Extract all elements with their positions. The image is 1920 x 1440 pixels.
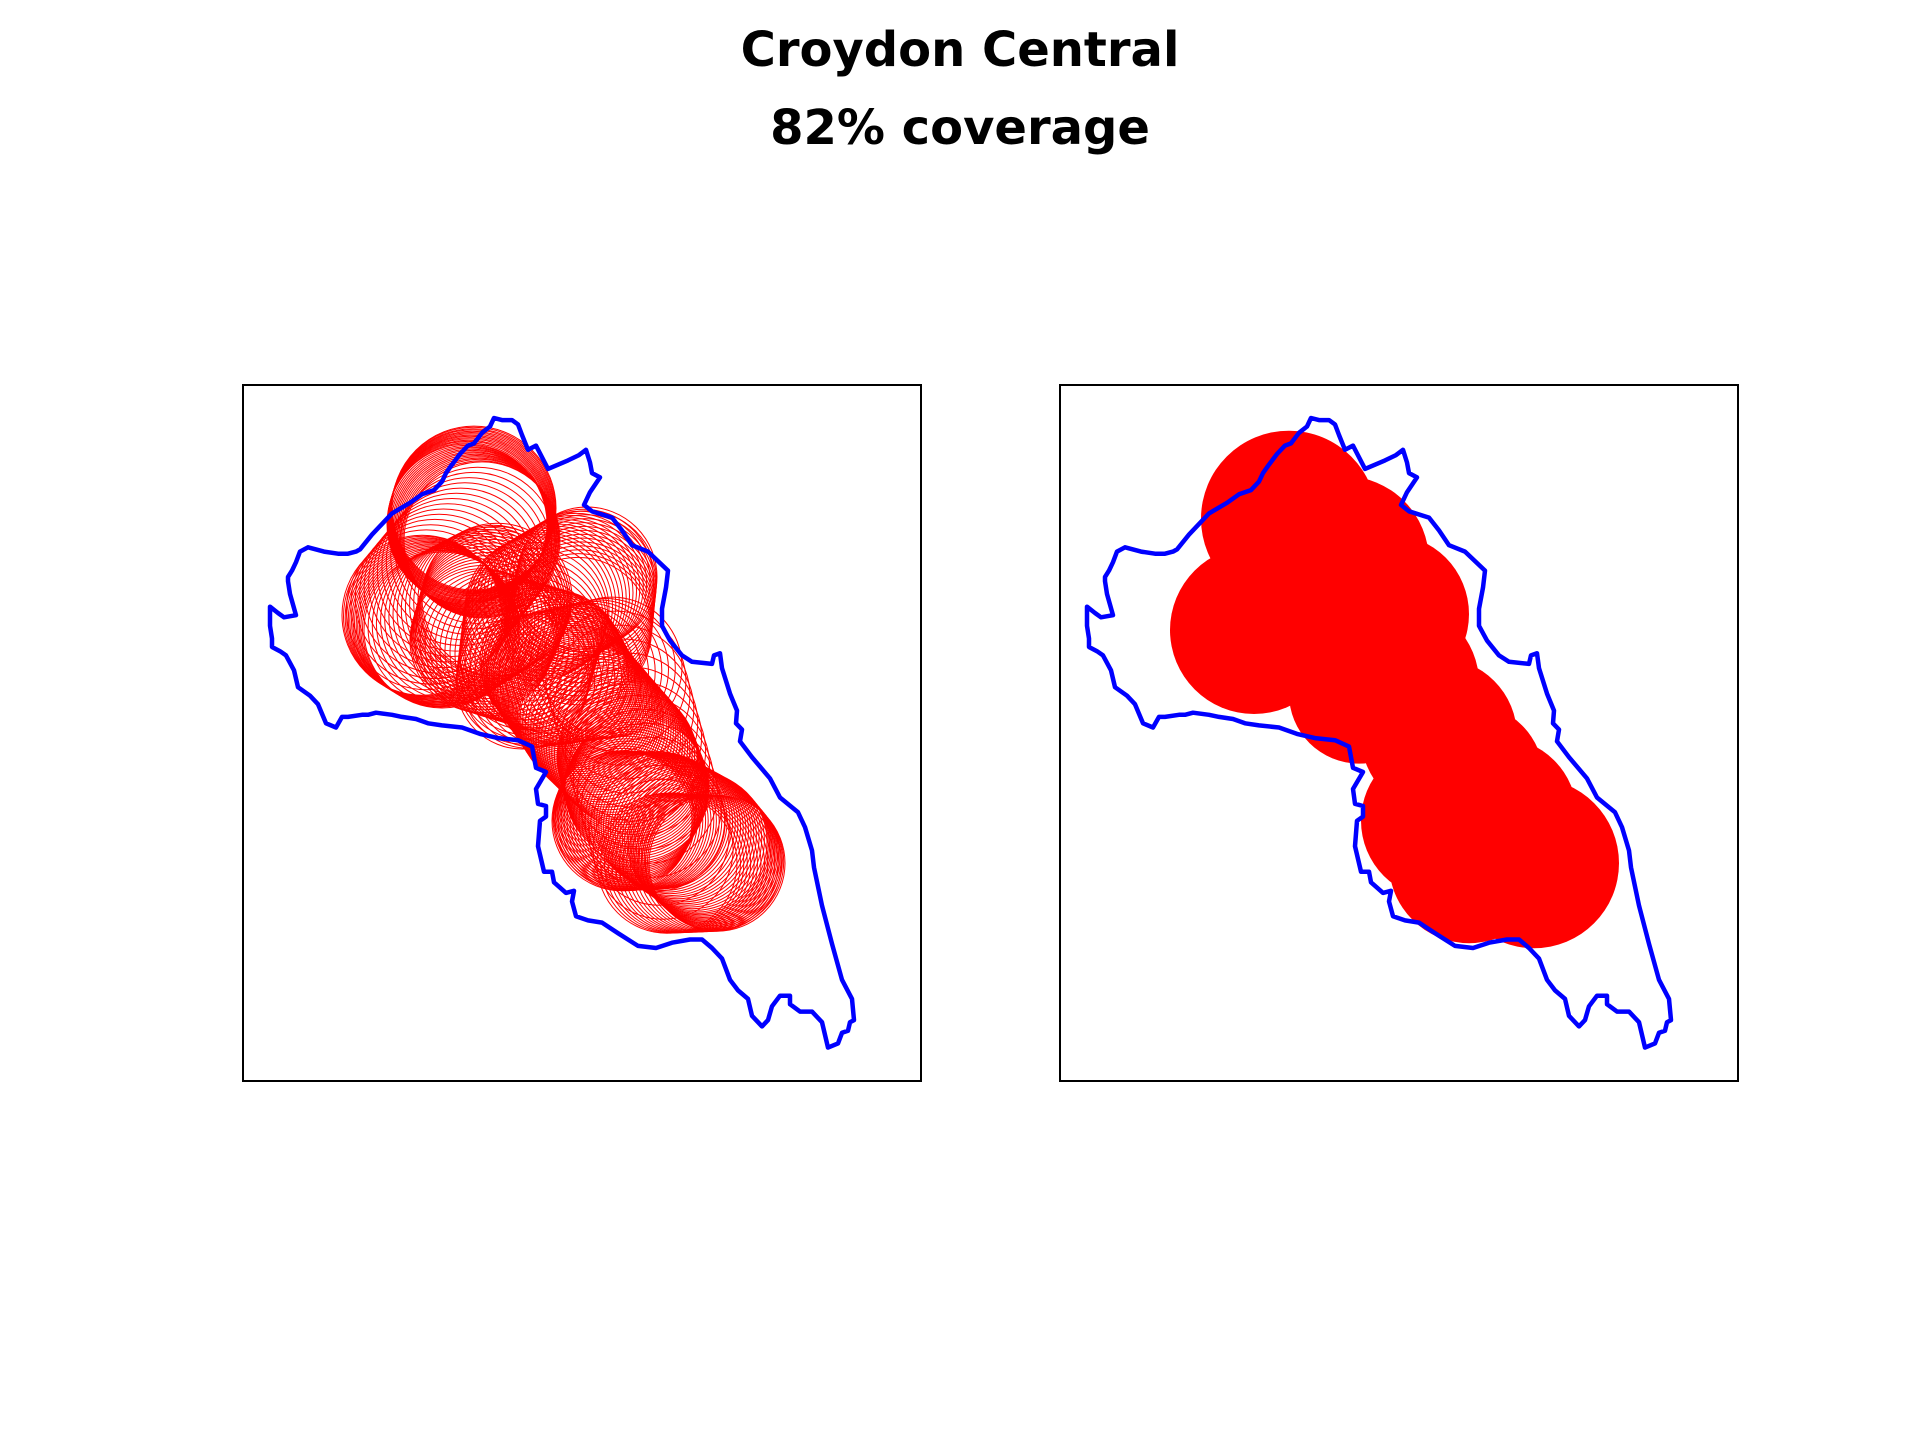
coverage-circle — [388, 539, 543, 694]
constituency-boundary — [267, 415, 857, 1050]
coverage-circle — [553, 638, 695, 780]
coverage-circle — [580, 736, 722, 878]
constituency-boundary — [1084, 415, 1674, 1050]
coverage-circle — [486, 523, 630, 667]
coverage-circle — [503, 556, 652, 706]
coverage-circle — [621, 768, 763, 910]
coverage-circle — [372, 498, 532, 657]
coverage-circle — [395, 452, 554, 612]
coverage-circle — [596, 792, 738, 934]
coverage-union-fill — [1170, 430, 1619, 949]
coverage-circle — [626, 771, 768, 913]
coverage-circle — [619, 767, 760, 908]
coverage-circle — [576, 722, 718, 864]
coverage-circle — [569, 694, 710, 836]
coverage-circle — [507, 541, 654, 688]
coverage-fill-disc — [1361, 742, 1517, 899]
coverage-circle — [494, 519, 638, 663]
coverage-circle — [612, 763, 752, 903]
coverage-circle — [413, 551, 561, 700]
coverage-circle — [629, 774, 771, 916]
coverage-circle — [479, 589, 625, 735]
coverage-circle — [588, 764, 730, 906]
coverage-circle — [463, 542, 608, 687]
coverage-circle — [584, 750, 726, 892]
coverage-circle — [610, 761, 749, 901]
coverage-circle — [592, 778, 734, 920]
coverage-circle — [471, 532, 617, 677]
coverage-circle — [483, 525, 627, 670]
coverage-circle — [614, 764, 755, 905]
coverage-circle — [341, 534, 503, 696]
coverage-circle — [467, 613, 602, 748]
coverage-fill-disc — [1309, 534, 1469, 695]
figure-title: Croydon Central — [740, 22, 1180, 78]
coverage-circle — [376, 492, 536, 652]
coverage-circle — [510, 529, 655, 675]
coverage-circle — [557, 652, 699, 794]
coverage-circle — [631, 776, 772, 917]
coverage-circle — [504, 553, 653, 701]
coverage-circle — [572, 708, 714, 850]
coverage-circle — [461, 564, 603, 706]
coverage-circle — [557, 690, 700, 833]
coverage-circle — [556, 738, 699, 881]
coverage-circle — [462, 553, 605, 696]
panel-coverage-circles — [242, 384, 922, 1082]
coverage-circle — [509, 533, 655, 679]
coverage-circles-group — [341, 425, 786, 934]
panel-coverage-union — [1059, 384, 1739, 1082]
coverage-circle — [508, 537, 655, 684]
coverage-circle — [561, 666, 703, 808]
coverage-circles-map — [267, 415, 857, 1050]
coverage-circle — [565, 680, 707, 822]
coverage-circle — [506, 545, 654, 693]
coverage-circle — [636, 781, 776, 921]
coverage-circle — [600, 756, 739, 895]
coverage-subtitle: 82% coverage — [770, 100, 1150, 156]
coverage-circle — [505, 549, 653, 697]
coverage-circle — [475, 529, 620, 675]
coverage-union-map — [1084, 415, 1674, 1050]
